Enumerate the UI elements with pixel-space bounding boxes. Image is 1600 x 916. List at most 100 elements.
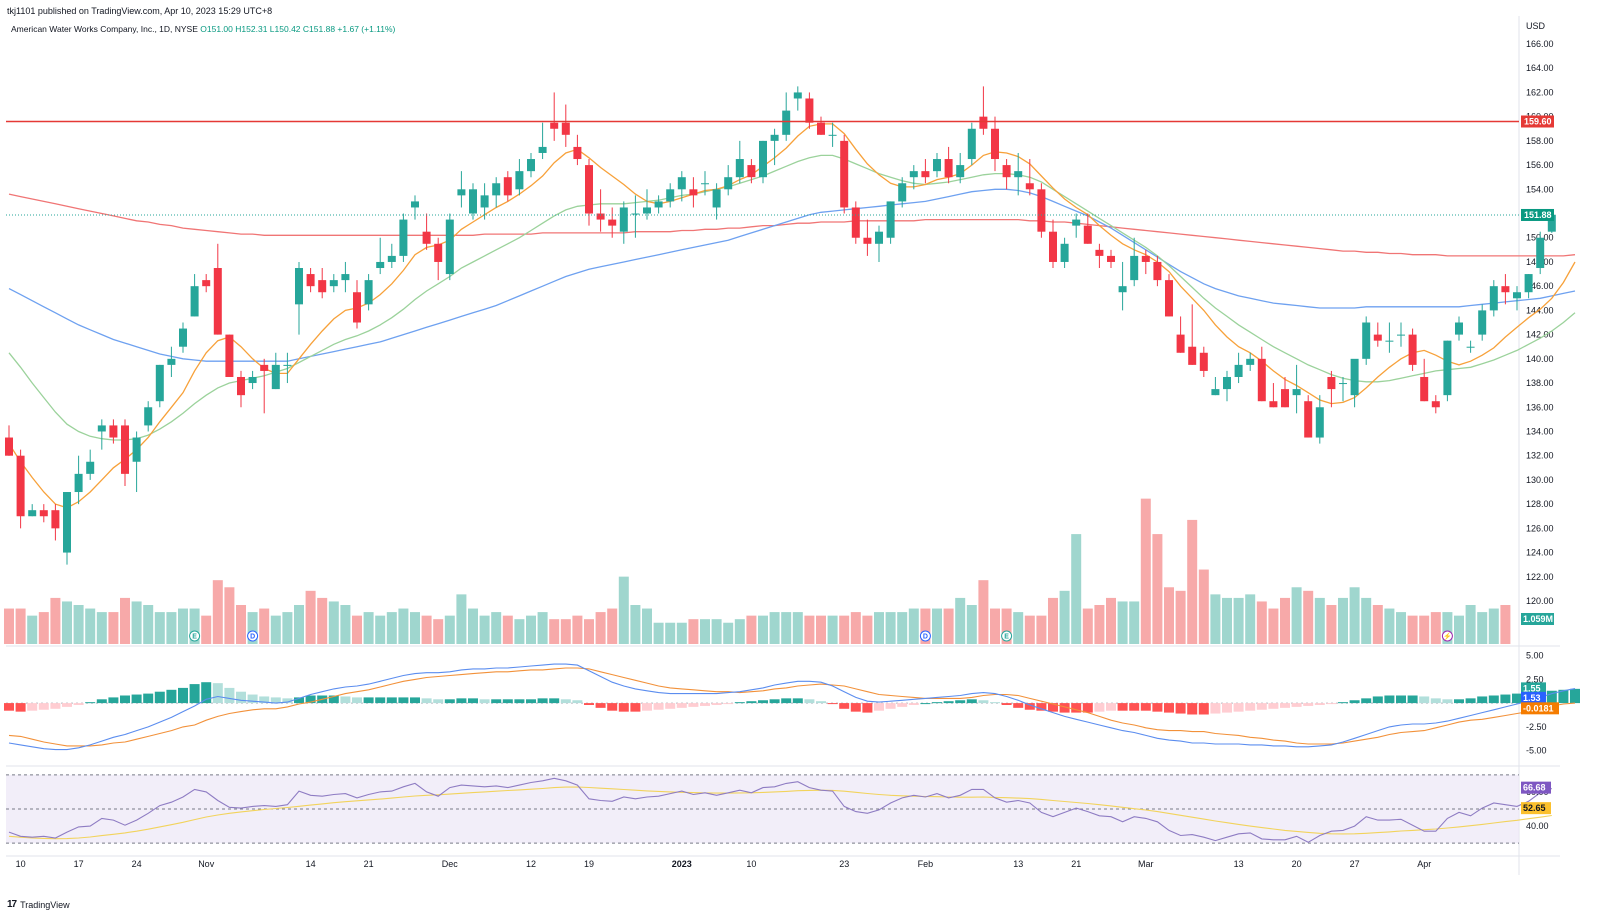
macd-hist-bar [746,701,757,704]
time-tick: 14 [306,859,316,869]
volume-bar [410,612,420,644]
candle-body [121,425,129,474]
candle-body [376,261,385,269]
candle-body [631,213,640,215]
macd-hist-bar [270,697,281,704]
symbol-name: American Water Works Company, Inc., 1D, … [11,24,198,34]
symbol-legend: American Water Works Company, Inc., 1D, … [11,24,395,34]
candle-body [1234,364,1243,377]
candle [608,207,617,238]
macd-hist-bar [1233,703,1244,712]
rsi-badge-label: 52.65 [1523,803,1546,813]
macd-hist-bar [1570,688,1580,704]
macd-hist-bar [212,683,223,704]
candle-body [1327,376,1336,390]
macd-hist-bar [1558,689,1569,704]
volume-bar [839,615,850,644]
macd-hist-bar [1326,703,1337,705]
candle [376,237,385,275]
volume-bar [352,615,362,644]
candle-body [1165,280,1173,317]
candle-body [1524,274,1533,293]
volume-bar [1129,601,1140,644]
candle-body [1107,255,1115,262]
macd-hist-bar [1094,703,1105,712]
volume-bar [1013,612,1024,644]
candle [283,352,292,384]
macd-hist-bar [1349,700,1360,704]
volume-bar [1384,608,1395,644]
volume-bar [978,580,989,644]
candle-body [805,98,814,123]
candle [1524,274,1533,299]
candle [1014,152,1023,196]
candle [1141,249,1150,275]
macd-hist-bar [1454,699,1464,704]
candle-body [1014,171,1023,178]
macd-hist-bar [1372,696,1383,704]
candle-body [1049,231,1057,262]
candle [74,455,83,505]
candle-body [1455,322,1463,335]
price-tick: 128.00 [1526,499,1554,509]
time-tick: 12 [526,859,536,869]
event-circle [247,630,259,642]
candle [944,146,953,184]
macd-hist-bar [1256,703,1267,710]
volume-bar [398,608,409,644]
macd-badge [1521,691,1546,704]
candle-body [469,189,477,214]
volume-bar [1361,597,1372,644]
candle [39,504,48,523]
macd-hist-bar [62,703,72,707]
candle [295,261,303,335]
macd-hist-bar [1152,703,1163,712]
time-tick: Apr [1417,859,1431,869]
candle-body [1153,261,1162,281]
candle-body [1385,340,1394,342]
candle [561,104,570,147]
macd-hist-bar [1407,695,1418,704]
macd-hist-bar [386,697,397,704]
macd-hist-bar [38,703,49,710]
candle [97,419,106,450]
event-marker: E [1001,630,1013,642]
macd-tick: -5.00 [1526,746,1547,756]
resistance-badge [1521,115,1554,128]
macd-hist-bar [1245,703,1256,711]
volume-bar [1059,590,1070,644]
rsi-badge [1521,781,1551,794]
candle-body [260,364,269,371]
candle [573,134,582,166]
candle [1385,322,1394,353]
volume-bar [363,612,374,644]
macd-hist-bar [178,687,188,704]
candle [933,152,941,178]
candle [666,183,675,208]
macd-hist-bar [560,699,571,704]
macd-hist-bar [572,700,583,704]
candle-body [1513,292,1521,299]
time-tick: Dec [442,859,459,869]
volume-bar [294,605,304,644]
macd-hist-bar [247,694,258,704]
candle-body [979,116,988,129]
volume-bar [1094,605,1105,644]
macd-hist-bar [688,703,699,707]
volume-bar [189,608,200,644]
candle-body [608,219,617,226]
candle [1339,376,1347,402]
candle-body [1025,183,1034,190]
time-tick: 17 [74,859,84,869]
candle-body [1281,389,1289,408]
volume-bar [990,608,1000,644]
ma-mid-line [8,154,1576,441]
macd-hist-bar [27,703,38,711]
macd-hist-bar [421,698,432,704]
candle [1002,159,1011,190]
event-label: E [192,634,197,641]
candle-body [886,201,895,238]
macd-hist-bar [1396,695,1406,704]
macd-hist-bar [595,703,606,708]
